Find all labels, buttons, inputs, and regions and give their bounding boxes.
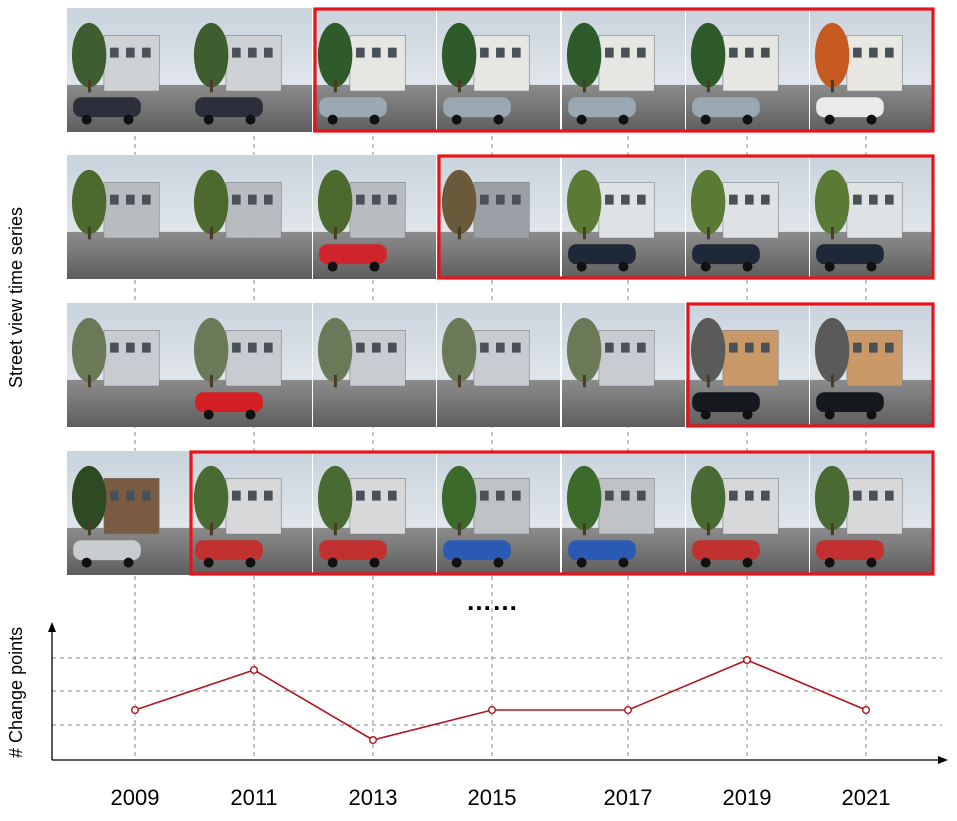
x-tick-label-2013: 2013 [349,785,398,810]
street-view-axis-label: Street view time series [6,206,26,388]
street-view-row-3 [67,302,935,428]
x-tick-label-2017: 2017 [604,785,653,810]
change-points-axis-label: # Change points [6,626,26,758]
street-view-frame-2019 [686,303,809,427]
street-view-row-4 [67,450,935,576]
x-tick-label-2021: 2021 [842,785,891,810]
change-highlight-row-2 [437,154,935,280]
street-view-frame-2011 [189,303,312,427]
data-point-2019 [743,656,752,665]
street-view-frame-2009 [67,451,190,575]
data-point-2021 [862,706,871,715]
street-view-frame-2013 [313,303,436,427]
street-view-row-1 [67,7,935,133]
street-view-frame-2019 [686,8,809,132]
data-point-2011 [249,666,258,675]
street-view-frame-2011 [189,155,312,279]
street-view-frame-2021 [810,303,933,427]
y-axis-arrow [48,622,56,632]
street-view-frame-2009 [67,303,190,427]
x-tick-label-2009: 2009 [111,785,160,810]
street-view-rows [67,7,935,576]
street-view-frame-2021 [810,8,933,132]
street-view-frame-2019 [686,451,809,575]
x-tick-label-2019: 2019 [723,785,772,810]
x-tick-label-2015: 2015 [468,785,517,810]
street-view-row-2 [67,154,935,280]
street-view-frame-2013 [313,451,436,575]
street-view-frame-2015 [437,155,560,279]
street-view-frame-2017 [562,8,685,132]
x-tick-label-2011: 2011 [230,785,277,810]
street-view-frame-2017 [562,303,685,427]
data-point-2013 [369,736,378,745]
street-view-frame-2021 [810,451,933,575]
street-view-frame-2015 [437,451,560,575]
more-rows-ellipsis: …… [466,586,518,616]
street-view-frame-2013 [313,155,436,279]
x-axis-arrow [938,756,948,764]
street-view-frame-2013 [313,8,436,132]
street-view-frame-2011 [189,8,312,132]
street-view-frame-2009 [67,8,190,132]
street-view-frame-2017 [562,155,685,279]
change-points-series-line [134,659,867,741]
change-points-chart: …… 2009 2011 2013 2015 2017 2019 2021 [48,586,948,810]
street-view-frame-2009 [67,155,190,279]
change-highlight-row-3 [686,302,935,428]
street-view-frame-2017 [562,451,685,575]
change-highlight-row-4 [189,450,935,576]
street-view-frame-2015 [437,303,560,427]
data-point-2017 [624,706,633,715]
street-view-frame-2015 [437,8,560,132]
change-highlight-row-1 [313,7,935,133]
street-view-frame-2011 [189,451,312,575]
data-point-2015 [488,706,497,715]
street-view-frame-2019 [686,155,809,279]
street-view-frame-2021 [810,155,933,279]
data-point-2009 [130,706,139,715]
